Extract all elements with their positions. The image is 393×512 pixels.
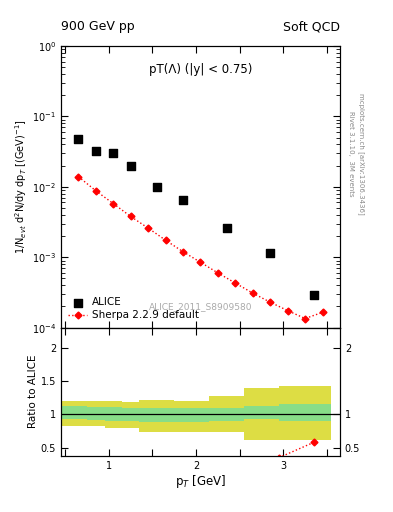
ALICE [224, 224, 230, 232]
Sherpa 2.2.9 default [111, 201, 116, 207]
Text: ALICE_2011_S8909580: ALICE_2011_S8909580 [149, 302, 252, 311]
Text: Soft QCD: Soft QCD [283, 20, 340, 33]
Line: Sherpa 2.2.9 default: Sherpa 2.2.9 default [76, 174, 325, 321]
Sherpa 2.2.9 default [320, 309, 325, 315]
Bar [279, 404, 331, 421]
Bar [174, 409, 209, 422]
ALICE [75, 135, 81, 143]
Bar [122, 402, 140, 428]
ALICE [154, 183, 160, 191]
Sherpa 2.2.9 default [181, 249, 185, 255]
Bar [105, 401, 122, 428]
X-axis label: p$_{T}$ [GeV]: p$_{T}$ [GeV] [175, 473, 226, 490]
Bar [244, 406, 279, 419]
Sherpa 2.2.9 default [215, 270, 220, 276]
Y-axis label: Ratio to ALICE: Ratio to ALICE [28, 355, 38, 429]
Bar [105, 407, 122, 421]
Sherpa 2.2.9 default [250, 290, 255, 296]
Sherpa 2.2.9 default [128, 214, 133, 220]
ALICE [93, 147, 99, 156]
Bar [244, 388, 279, 440]
ALICE [180, 196, 186, 204]
Text: mcplots.cern.ch [arXiv:1306.3436]: mcplots.cern.ch [arXiv:1306.3436] [358, 93, 365, 215]
Bar [140, 408, 174, 422]
Sherpa 2.2.9 default [303, 315, 307, 322]
Bar [87, 401, 105, 426]
Text: Rivet 3.1.10,  3M events: Rivet 3.1.10, 3M events [348, 111, 354, 197]
Bar [122, 409, 140, 421]
Bar [140, 400, 174, 432]
Bar [61, 406, 87, 419]
ALICE [127, 162, 134, 170]
ALICE [110, 149, 116, 157]
Sherpa 2.2.9 default [94, 188, 98, 194]
Text: pT(Λ) (|y| < 0.75): pT(Λ) (|y| < 0.75) [149, 63, 252, 76]
ALICE [310, 290, 317, 298]
Sherpa 2.2.9 default [76, 174, 81, 180]
Legend: ALICE, Sherpa 2.2.9 default: ALICE, Sherpa 2.2.9 default [66, 295, 201, 323]
Sherpa 2.2.9 default [268, 299, 273, 305]
Sherpa 2.2.9 default [233, 280, 238, 286]
Sherpa 2.2.9 default [198, 259, 203, 265]
Bar [209, 396, 244, 432]
Y-axis label: 1/N$_{evt}$ d$^{2}$N/dy dp$_{T}$ [(GeV)$^{-1}$]: 1/N$_{evt}$ d$^{2}$N/dy dp$_{T}$ [(GeV)$… [13, 119, 29, 254]
Bar [209, 408, 244, 421]
Bar [87, 407, 105, 420]
Bar [174, 401, 209, 432]
Bar [279, 387, 331, 440]
Sherpa 2.2.9 default [285, 308, 290, 314]
Sherpa 2.2.9 default [163, 237, 168, 243]
ALICE [267, 249, 274, 257]
Bar [61, 401, 87, 426]
Sherpa 2.2.9 default [146, 225, 151, 231]
Text: 900 GeV pp: 900 GeV pp [61, 20, 134, 33]
